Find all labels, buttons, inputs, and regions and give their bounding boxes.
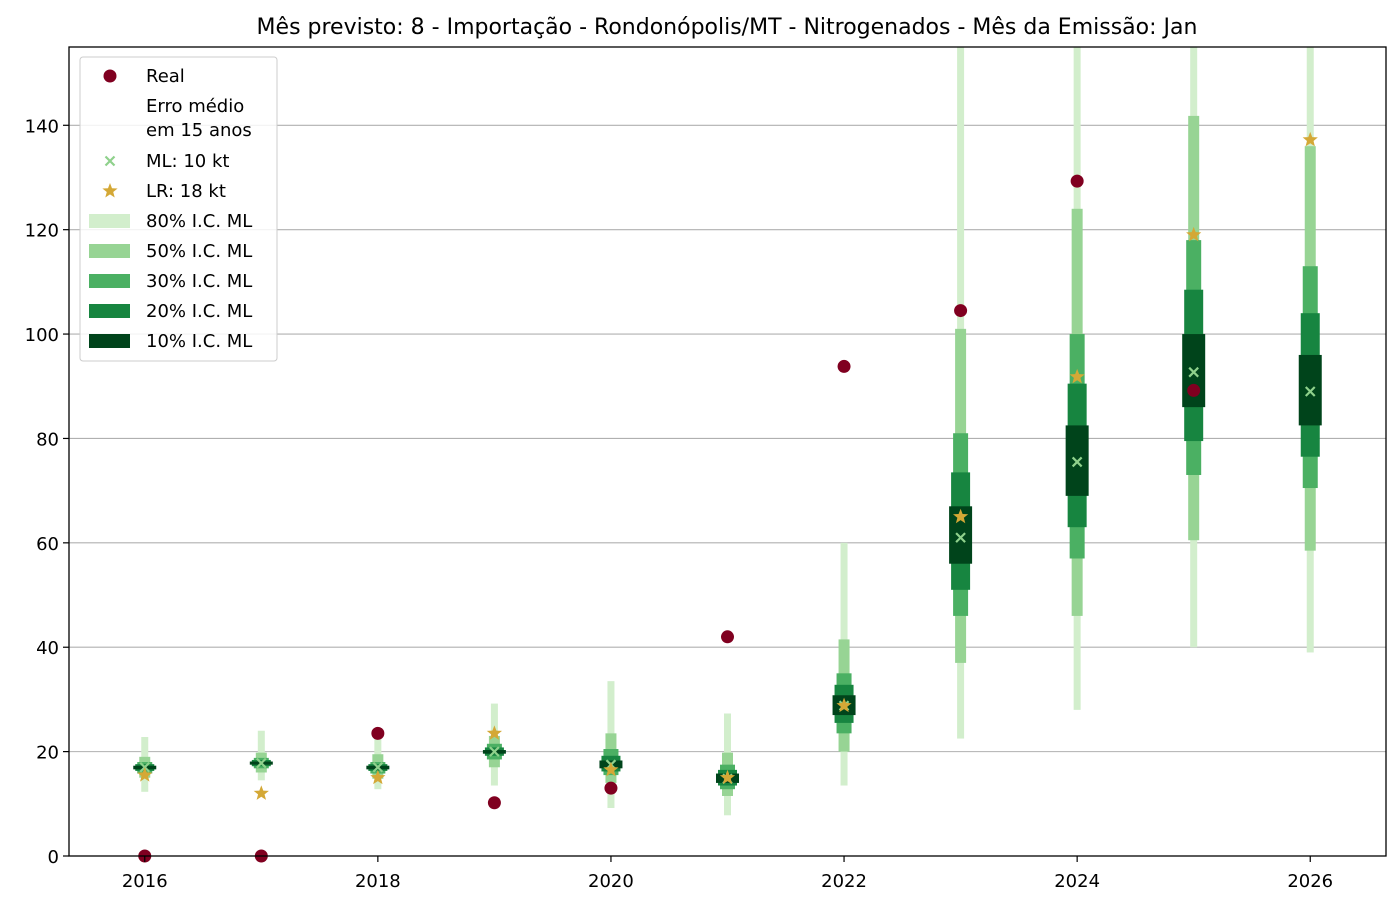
legend-label: 20% I.C. ML (146, 301, 252, 322)
y-tick-label: 80 (36, 429, 59, 450)
legend-label: Real (146, 66, 185, 87)
y-tick-label: 20 (36, 743, 59, 764)
y-tick-label: 120 (25, 221, 59, 242)
x-tick-label: 2024 (1054, 871, 1100, 892)
legend-real-marker (103, 69, 117, 83)
legend-band-swatch (89, 334, 130, 348)
lr-point-2022 (836, 697, 852, 713)
y-tick-label: 140 (25, 116, 59, 137)
chart-title: Mês previsto: 8 - Importação - Rondonópo… (257, 15, 1198, 40)
legend-band-swatch (89, 274, 130, 288)
real-point-2021 (721, 630, 734, 644)
y-tick-label: 60 (36, 534, 59, 555)
ml-point-2024 (1071, 456, 1083, 468)
lr-point-2016 (137, 767, 153, 782)
ml-point-2026 (1304, 386, 1316, 397)
legend-ml-marker (104, 155, 116, 167)
x-axis-ticks: 2016 2018 2020 2022 2024 2026 (122, 856, 1333, 892)
ml-point-2018 (372, 761, 384, 773)
lr-point-2021 (719, 769, 736, 785)
y-tick-label: 40 (36, 638, 59, 659)
lr-point-2025 (1186, 226, 1202, 242)
legend-band-swatch (89, 304, 130, 318)
y-tick-label: 100 (25, 325, 59, 346)
gridlines (69, 124, 1386, 753)
legend-band-swatch (89, 214, 130, 228)
y-tick-label: 0 (48, 847, 59, 868)
x-tick-label: 2022 (821, 871, 867, 892)
ml-point-2017 (256, 757, 267, 769)
ci10-band-2023 (949, 506, 973, 564)
ml-point-2025 (1188, 366, 1199, 378)
legend-label: 10% I.C. ML (146, 331, 252, 352)
lr-point-2023 (952, 508, 969, 524)
x-tick-label: 2020 (588, 871, 634, 892)
ml-point-2019 (489, 746, 500, 757)
legend-label: 30% I.C. ML (146, 271, 252, 292)
lr-point-2026 (1302, 131, 1318, 147)
real-point-2023 (954, 304, 968, 318)
x-tick-label: 2018 (355, 871, 401, 892)
legend: Real Erro médio em 15 anos ML: 10 kt LR: 18 … (79, 56, 278, 362)
real-point-2020 (604, 781, 618, 795)
real-point-2018 (371, 726, 385, 740)
y-axis-ticks: 0 20 40 60 80 100 120 140 (25, 116, 69, 868)
lr-point-2024 (1069, 368, 1085, 384)
x-tick-label: 2016 (122, 871, 168, 892)
legend-band-swatch (89, 244, 130, 258)
ml-point-2023 (955, 532, 966, 543)
axes-frame (68, 46, 1387, 857)
lr-point-2020 (603, 761, 619, 777)
real-point-2019 (487, 796, 501, 810)
legend-label: LR: 18 kt (146, 181, 226, 202)
legend-label: Erro médio (146, 96, 244, 117)
real-point-2022 (837, 359, 851, 373)
x-tick-label: 2026 (1287, 871, 1333, 892)
real-point-2025 (1187, 383, 1201, 397)
legend-label: ML: 10 kt (146, 151, 229, 172)
lr-point-2017 (253, 785, 269, 800)
data-markers (137, 131, 1318, 863)
plot-area: 2016 2018 2020 2022 2024 2026 0 20 40 60 80 100 120… (25, 46, 1387, 892)
legend-lr-marker (102, 183, 118, 198)
legend-label: 50% I.C. ML (146, 241, 252, 262)
lr-point-2019 (486, 725, 503, 740)
legend-label: 80% I.C. ML (146, 211, 252, 232)
lr-point-2018 (370, 769, 386, 785)
legend-label: em 15 anos (146, 120, 252, 141)
real-point-2024 (1070, 174, 1084, 188)
